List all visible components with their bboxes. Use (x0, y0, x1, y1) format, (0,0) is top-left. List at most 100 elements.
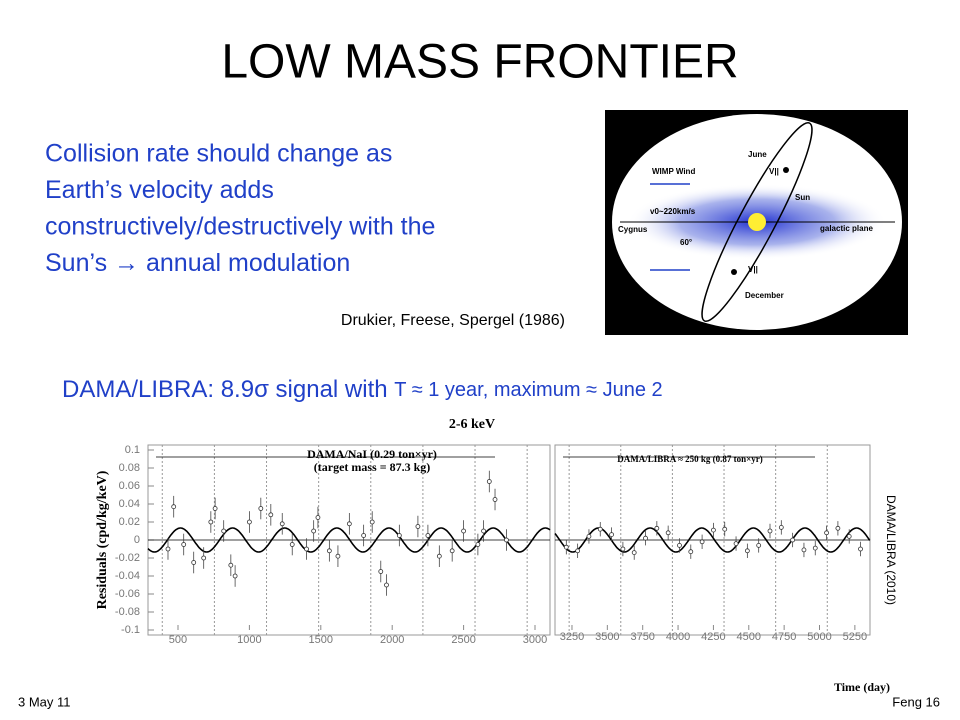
data-point (620, 546, 626, 552)
footer-page: Feng 16 (892, 694, 940, 709)
diagram-label: galactic plane (820, 224, 873, 233)
data-point (665, 530, 671, 536)
data-point (677, 543, 682, 548)
panel-annotation: DAMA/NaI (0.29 ton×yr) (307, 447, 437, 461)
data-point (212, 506, 218, 511)
panel-annotation: (target mass = 87.3 kg) (314, 460, 430, 474)
diagram-label: 60° (680, 238, 692, 247)
bullet-text: Collision rate should change as Earth’s v… (45, 140, 435, 278)
y-tick-label: 0.06 (119, 480, 140, 492)
x-tick-label: 3000 (523, 634, 547, 646)
data-point (361, 533, 367, 538)
y-tick-label: 0.08 (119, 462, 140, 474)
x-tick-label: 2500 (451, 634, 475, 646)
data-point (369, 519, 375, 525)
data-point (268, 512, 274, 518)
data-point (425, 533, 431, 538)
y-axis-label: Residuals (cpd/kg/keV) (95, 470, 110, 609)
data-point (492, 497, 498, 502)
data-point (461, 528, 467, 534)
data-point (384, 582, 389, 588)
x-tick-label: 3250 (560, 631, 584, 643)
x-tick-label: 5000 (807, 631, 831, 643)
data-point (191, 560, 197, 565)
bullet-line: Sun’s → annual modulation (45, 249, 350, 277)
side-label: DAMA/LIBRA (2010) (884, 495, 898, 605)
data-point (756, 543, 762, 548)
data-point (563, 544, 569, 550)
plot-bg (90, 412, 910, 694)
data-point (208, 519, 214, 525)
data-point (801, 547, 807, 553)
slide-title: LOW MASS FRONTIER (221, 36, 738, 89)
data-point (311, 528, 317, 534)
plot: 2-6 keV Residuals (cpd/kg/keV) Time (day… (90, 412, 910, 694)
diagram-label: Cygnus (618, 225, 648, 234)
data-point (733, 541, 739, 546)
data-point (586, 534, 592, 539)
data-point (246, 519, 252, 525)
data-point (688, 549, 694, 555)
data-point (304, 546, 309, 552)
x-tick-label: 4500 (737, 631, 761, 643)
data-point (654, 525, 660, 531)
data-point (699, 539, 705, 545)
dama-main: DAMA/LIBRA: 8.9σ signal with (62, 376, 388, 403)
data-point (711, 527, 716, 533)
data-point (279, 521, 285, 527)
x-tick-label: 1500 (309, 634, 333, 646)
data-point (846, 534, 852, 539)
earth-june (783, 167, 789, 173)
diagram-label: Sun (795, 193, 810, 202)
data-point (722, 526, 728, 532)
data-point (835, 525, 841, 531)
earth-december (731, 269, 737, 275)
citation: Drukier, Freese, Spergel (1986) (341, 312, 565, 329)
diagram-label: V|| (748, 265, 758, 274)
data-point (315, 515, 321, 520)
sun (748, 213, 766, 231)
x-tick-label: 4750 (772, 631, 796, 643)
x-tick-label: 2000 (380, 634, 404, 646)
data-point (778, 525, 784, 530)
data-point (165, 546, 171, 552)
data-point (824, 530, 829, 536)
bullet-line: Earth’s velocity adds (45, 176, 274, 204)
y-tick-label: -0.06 (115, 588, 140, 600)
x-tick-label: 4000 (666, 631, 690, 643)
y-tick-label: -0.02 (115, 552, 140, 564)
fit-curve (147, 527, 551, 553)
data-point (609, 532, 614, 537)
diagram-label: June (748, 150, 767, 159)
y-tick-label: 0.04 (119, 498, 140, 510)
dama-line: DAMA/LIBRA: 8.9σ signal with T ≈ 1 year,… (62, 376, 663, 403)
plot-title: 2-6 keV (449, 417, 495, 432)
footer-date: 3 May 11 (18, 694, 71, 709)
dama-detail: T ≈ 1 year, maximum ≈ June 2 (394, 379, 662, 401)
y-tick-label: -0.04 (115, 570, 140, 582)
data-point (597, 526, 603, 532)
earth-orbit (701, 121, 813, 323)
data-point (858, 546, 863, 552)
data-point (232, 573, 238, 579)
data-point (812, 545, 818, 551)
data-point (449, 548, 455, 554)
x-tick-label: 4250 (701, 631, 725, 643)
data-point (481, 528, 486, 534)
panel-annotation: DAMA/LIBRA ≈ 250 kg (0.87 ton×yr) (617, 454, 763, 464)
y-tick-label: -0.08 (115, 606, 140, 618)
x-tick-label: 3750 (630, 631, 654, 643)
data-point (346, 521, 352, 527)
data-point (790, 537, 796, 543)
data-point (475, 542, 481, 547)
data-point (643, 535, 648, 541)
x-tick-label: 5250 (843, 631, 867, 643)
data-point (326, 548, 332, 554)
x-tick-label: 500 (169, 634, 187, 646)
data-point (201, 555, 207, 561)
diagram-label: December (745, 291, 784, 300)
data-point (486, 479, 492, 484)
data-point (744, 548, 750, 554)
